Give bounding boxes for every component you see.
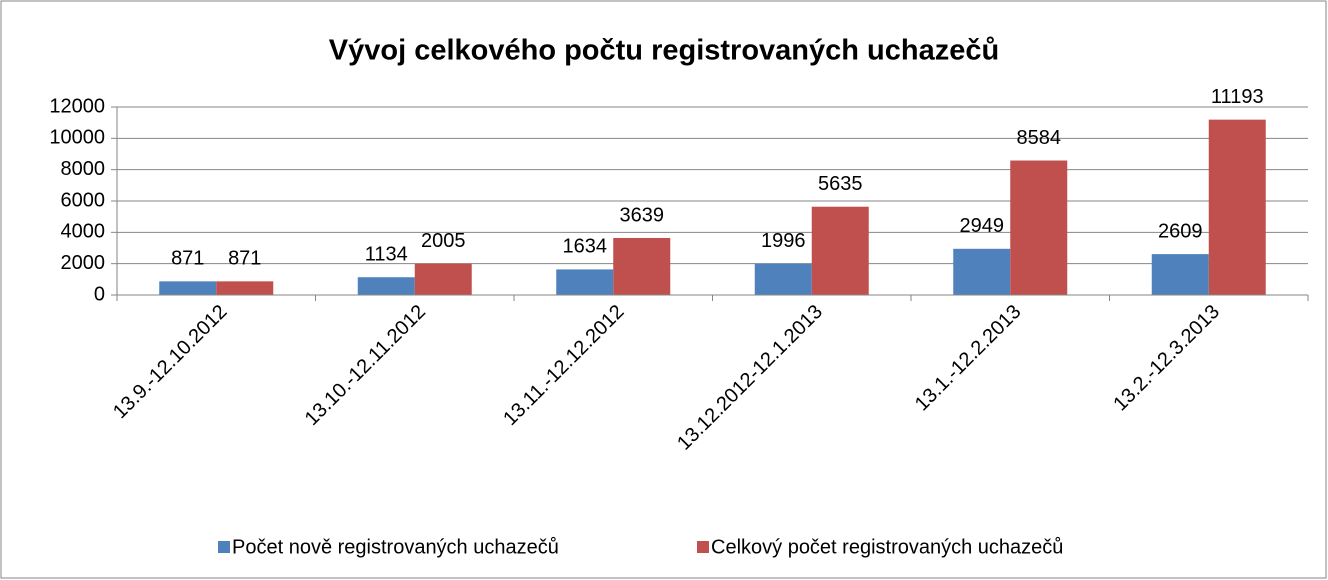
bar <box>216 281 274 295</box>
bar <box>811 206 869 295</box>
legend-label: Celkový počet registrovaných uchazečů <box>711 536 1063 558</box>
data-label: 8584 <box>1017 127 1062 149</box>
data-label: 3639 <box>620 204 665 226</box>
y-tick-label: 2000 <box>61 252 106 274</box>
y-tick-label: 8000 <box>61 158 106 180</box>
bar <box>1208 119 1266 295</box>
y-tick-label: 0 <box>94 283 105 305</box>
bar <box>357 277 415 295</box>
bar <box>754 263 812 295</box>
data-label: 11193 <box>1211 86 1264 108</box>
data-label: 2949 <box>960 215 1005 237</box>
bar <box>556 269 614 295</box>
y-tick-label: 6000 <box>61 189 106 211</box>
bar <box>1010 160 1068 295</box>
y-tick-label: 12000 <box>49 95 105 117</box>
y-tick-label: 4000 <box>61 221 106 243</box>
chart-title: Vývoj celkového počtu registrovaných uch… <box>329 35 999 67</box>
data-label: 871 <box>228 248 261 270</box>
bar <box>953 248 1011 295</box>
legend-swatch <box>218 541 230 553</box>
bar <box>414 263 472 295</box>
data-label: 1996 <box>761 230 806 252</box>
legend-label: Počet nově registrovaných uchazečů <box>232 536 559 558</box>
data-label: 871 <box>171 248 204 270</box>
bar <box>159 281 217 295</box>
data-label: 1634 <box>563 236 608 258</box>
data-label: 2609 <box>1158 220 1203 242</box>
legend-swatch <box>697 541 709 553</box>
data-label: 5635 <box>818 173 863 195</box>
bar <box>1151 254 1209 295</box>
data-label: 1134 <box>365 244 408 266</box>
bar <box>613 237 671 295</box>
y-tick-label: 10000 <box>49 127 105 149</box>
data-label: 2005 <box>421 230 466 252</box>
